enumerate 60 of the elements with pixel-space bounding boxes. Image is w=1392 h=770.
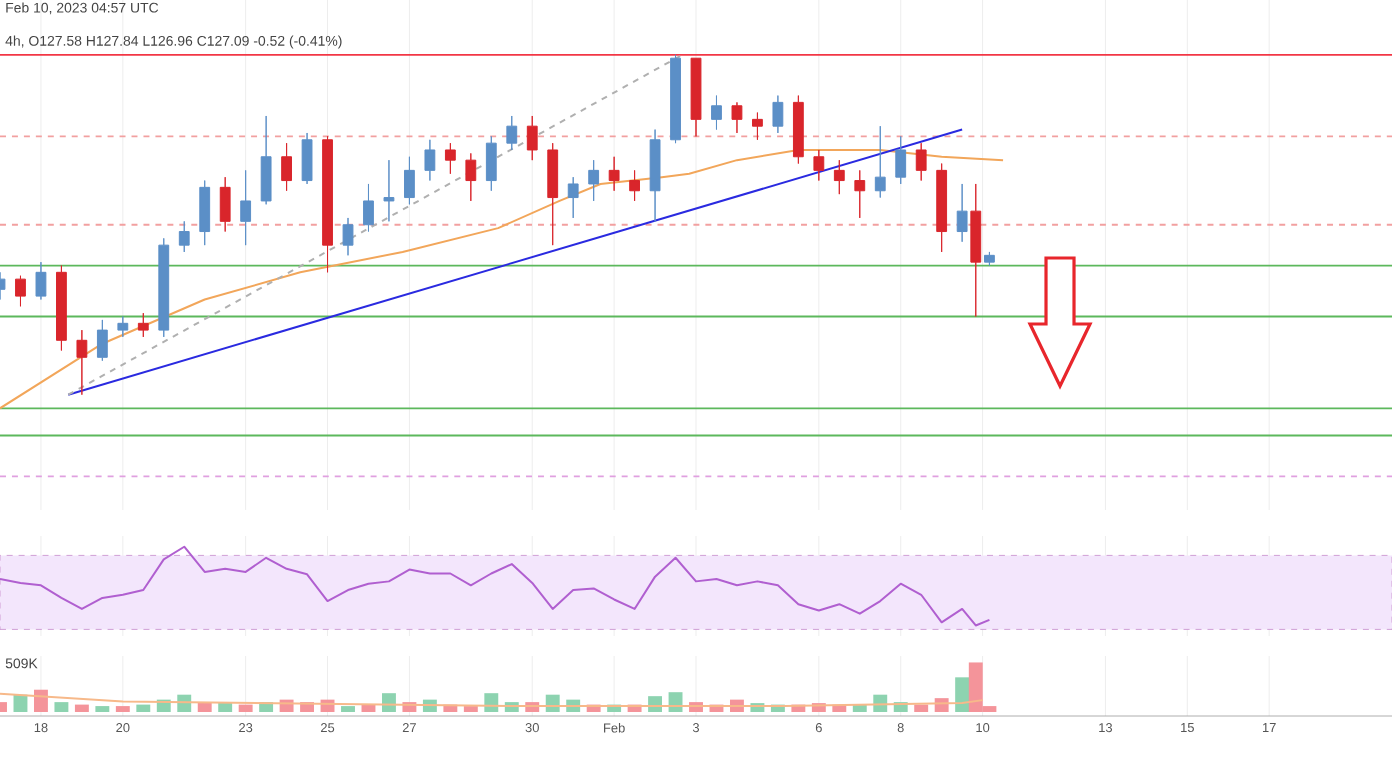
candlestick (404, 156, 415, 205)
candlestick (178, 220, 190, 253)
candlestick (199, 180, 211, 246)
candlestick (792, 95, 804, 165)
candlestick (915, 142, 927, 182)
candlestick (772, 95, 784, 134)
candlestick (342, 217, 354, 256)
candlestick (219, 176, 231, 233)
candlestick (465, 152, 477, 202)
candlestick (260, 115, 272, 205)
candlestick (424, 139, 436, 182)
candlestick (670, 54, 681, 144)
candlestick (76, 329, 88, 396)
candlestick (854, 169, 866, 219)
candlestick (56, 265, 67, 352)
candlestick (383, 159, 395, 222)
candlestick (137, 312, 149, 338)
candlestick (485, 135, 497, 192)
candlestick (322, 135, 333, 273)
candlestick (15, 275, 26, 307)
candlestick (281, 142, 293, 192)
candlestick (984, 251, 995, 267)
bar (955, 677, 970, 713)
candlestick (240, 169, 252, 246)
bar (95, 706, 110, 713)
candlestick (301, 132, 313, 185)
candlestick (526, 115, 538, 161)
candlestick (567, 176, 579, 219)
bar (463, 706, 478, 713)
bar (238, 704, 253, 713)
candlestick (833, 159, 845, 195)
candlestick (117, 316, 129, 338)
candlestick (506, 115, 518, 151)
candlestick (588, 159, 600, 202)
candlestick (96, 319, 108, 362)
bar (668, 692, 683, 713)
candlestick (970, 183, 982, 318)
bar (54, 702, 69, 713)
candlestick (731, 101, 743, 134)
candlestick (895, 135, 907, 185)
candlestick (608, 156, 620, 192)
candlestick (35, 261, 47, 301)
bar (136, 704, 151, 713)
bar (341, 706, 355, 713)
bar (74, 704, 89, 713)
candlestick (752, 112, 763, 141)
candlestick (649, 129, 661, 222)
candlestick (813, 149, 825, 182)
candlestick (363, 183, 374, 233)
bar (914, 704, 929, 713)
candlestick (956, 183, 968, 243)
bar (115, 706, 130, 713)
candlestick (936, 163, 948, 253)
candlestick (547, 142, 559, 246)
candlestick (158, 237, 170, 338)
candlestick (690, 57, 702, 137)
candlestick (444, 142, 456, 175)
candlestick (711, 95, 722, 131)
candlestick (629, 169, 641, 202)
candlestick (874, 125, 886, 199)
